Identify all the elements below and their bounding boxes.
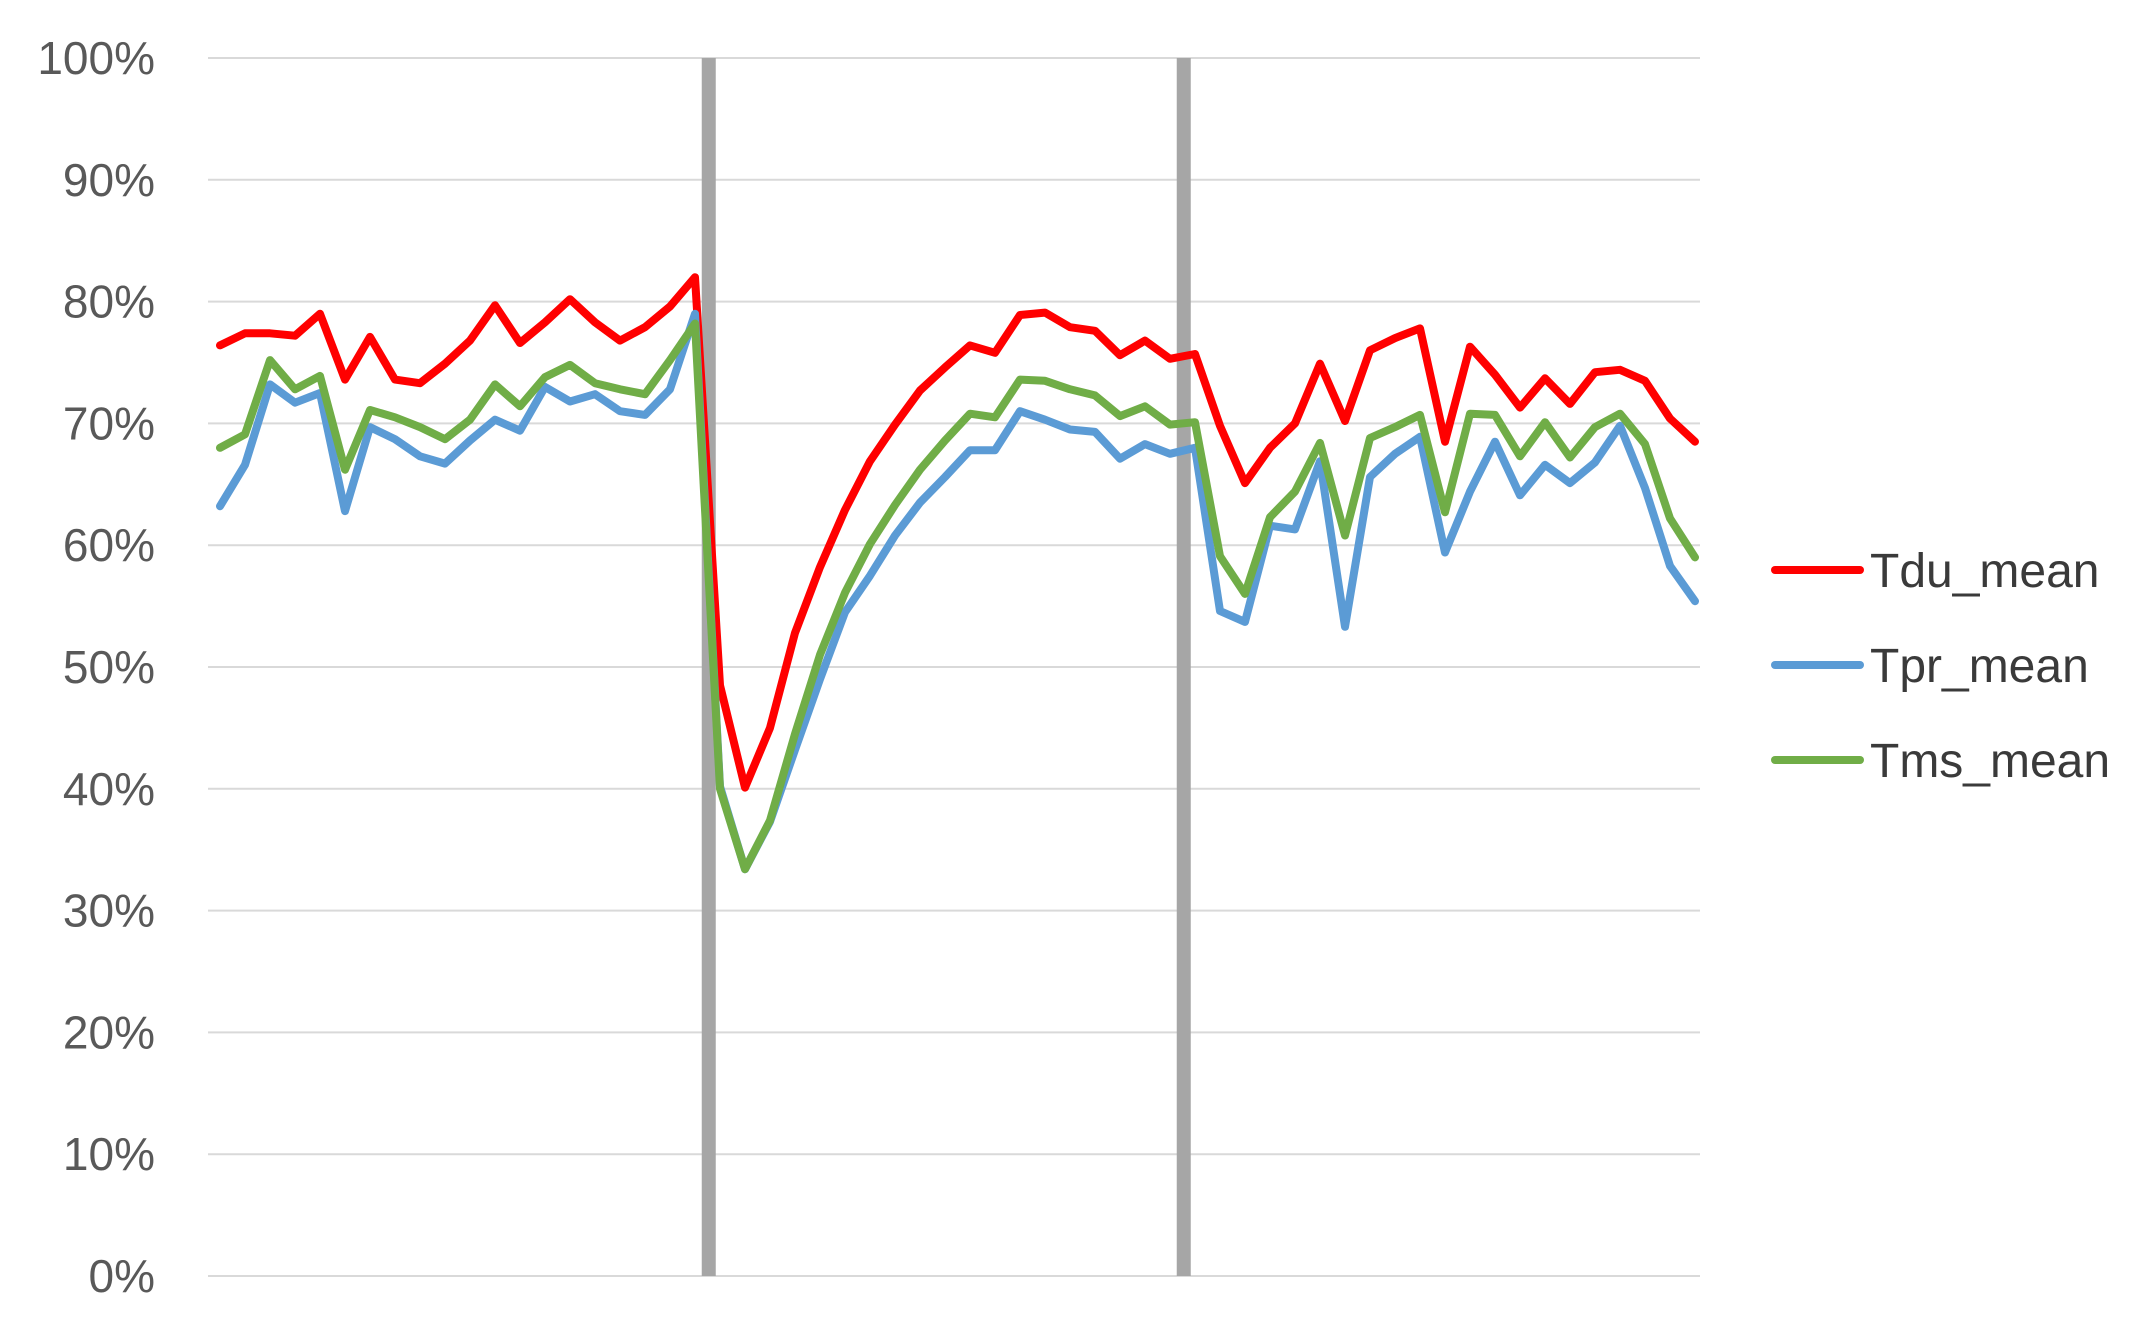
- series-line-tpr-mean: [216, 309, 1699, 874]
- y-tick-label: 50%: [63, 641, 155, 693]
- y-tick-label: 10%: [63, 1128, 155, 1180]
- y-tick-label: 80%: [63, 276, 155, 328]
- legend-item: Tpr_mean: [1771, 640, 2089, 693]
- legend-item: Tdu_mean: [1771, 545, 2099, 598]
- legend: Tdu_mean Tpr_mean Tms_mean: [1771, 545, 2110, 788]
- legend-label: Tdu_mean: [1870, 545, 2099, 598]
- y-axis-tick-labels: 0% 10% 20% 30% 40% 50% 60% 70% 80% 90% 100%: [37, 32, 155, 1302]
- series-line-tms-mean: [216, 319, 1699, 874]
- y-tick-label: 20%: [63, 1006, 155, 1058]
- legend-item: Tms_mean: [1771, 735, 2110, 788]
- legend-label: Tms_mean: [1870, 735, 2110, 788]
- series-line-tdu-mean: [216, 273, 1699, 792]
- y-tick-label: 60%: [63, 519, 155, 571]
- y-tick-label: 70%: [63, 397, 155, 449]
- legend-label: Tpr_mean: [1870, 640, 2089, 693]
- y-tick-label: 100%: [37, 32, 155, 84]
- y-tick-label: 0%: [89, 1250, 155, 1302]
- y-tick-label: 30%: [63, 885, 155, 937]
- series-lines: [216, 273, 1699, 874]
- y-tick-label: 40%: [63, 763, 155, 815]
- vertical-markers: [701, 58, 1191, 1276]
- grid-lines: [208, 57, 1700, 1277]
- y-tick-label: 90%: [63, 154, 155, 206]
